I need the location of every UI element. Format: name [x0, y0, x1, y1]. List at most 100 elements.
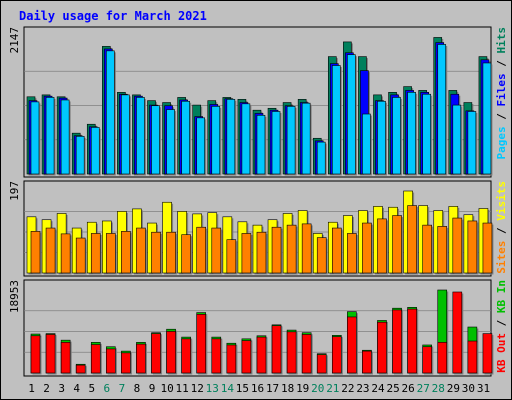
panel-1-bar	[377, 100, 386, 175]
panel-2-bar	[136, 227, 146, 274]
panel-2-bar	[286, 224, 297, 274]
day-label: 5	[88, 382, 95, 395]
chart-title: Daily usage for March 2021	[19, 9, 207, 23]
panel-3-max-label: 18953	[8, 280, 21, 313]
panel-2-bar	[482, 222, 493, 274]
panel-1-bar	[45, 97, 55, 175]
day-label: 31	[477, 382, 490, 395]
legend-separator: /	[495, 313, 508, 333]
panel-1-bar	[30, 101, 40, 175]
panel-3-bar	[362, 350, 372, 374]
panel-2-bar	[121, 231, 131, 274]
panel-3-bar	[452, 291, 463, 374]
panel-2-legend: Sites / Visits	[495, 181, 508, 274]
panel-2-bar	[241, 233, 252, 274]
panel-3-bar	[271, 325, 282, 374]
panel-1-bar	[467, 111, 477, 175]
panel-1-bar	[286, 106, 296, 175]
panel-3-bar	[45, 334, 56, 374]
day-label: 15	[236, 382, 249, 395]
day-label: 25	[386, 382, 399, 395]
panel-2-max-label: 197	[8, 181, 21, 201]
panel-3-bar	[196, 314, 207, 374]
panel-1-bar	[362, 113, 371, 175]
day-label: 22	[341, 382, 354, 395]
day-label: 12	[191, 382, 204, 395]
panel-1-bar	[437, 44, 447, 175]
day-label: 26	[402, 382, 415, 395]
panel-2-bar	[166, 231, 176, 274]
panel-1-bar	[407, 92, 416, 175]
panel-2-bar	[256, 231, 267, 274]
panel-1-bar	[452, 104, 462, 175]
day-label: 14	[221, 382, 235, 395]
panel-3-bar	[30, 335, 41, 374]
panel-1-bar	[106, 50, 115, 175]
panel-2-bar	[301, 223, 312, 274]
day-label: 13	[206, 382, 219, 395]
panel-2-bar	[45, 227, 56, 274]
panel-2-bar	[347, 233, 357, 274]
day-label: 7	[119, 382, 126, 395]
legend-separator: /	[495, 221, 508, 241]
legend-item: Hits	[495, 27, 508, 54]
day-label: 8	[134, 382, 141, 395]
panel-1-bar	[422, 93, 431, 175]
panel-1-bar	[316, 141, 326, 175]
day-label: 24	[371, 382, 385, 395]
legend-item: Visits	[495, 181, 508, 221]
panel-3-bar	[226, 344, 237, 374]
panel-1-bar	[347, 54, 356, 175]
day-label: 19	[296, 382, 309, 395]
panel-2-bar	[151, 231, 161, 274]
day-label: 6	[104, 382, 111, 395]
panel-1-bar	[60, 99, 70, 175]
panel-3-bar	[286, 331, 297, 374]
day-label: 10	[160, 382, 173, 395]
panel-1-bar	[136, 97, 145, 175]
day-label: 29	[447, 382, 460, 395]
panel-3-bar	[347, 316, 357, 374]
panel-3-bar	[407, 308, 417, 374]
panel-3-bar	[467, 340, 478, 374]
panel-1-bar	[151, 105, 160, 175]
panel-3-bar	[301, 334, 312, 374]
day-label: 21	[326, 382, 339, 395]
panel-3-bar	[211, 338, 222, 374]
panel-2-bar	[362, 222, 372, 274]
panel-1-bar	[392, 97, 401, 175]
panel-2-bar	[106, 233, 116, 274]
panel-2-bar	[271, 226, 282, 274]
legend-item: KB Out	[495, 333, 508, 373]
panel-1-bar	[166, 109, 175, 175]
panel-2-bar	[437, 226, 448, 274]
panel-3-bar	[437, 342, 448, 374]
panel-3-bar	[377, 321, 387, 374]
panel-2-bar	[226, 239, 237, 274]
day-label: 18	[281, 382, 294, 395]
day-label: 9	[149, 382, 156, 395]
legend-item: KB In	[495, 280, 508, 313]
day-label: 23	[356, 382, 369, 395]
panel-2-bar	[422, 224, 432, 274]
day-label: 28	[432, 382, 445, 395]
day-label: 20	[311, 382, 324, 395]
panel-1-bar	[75, 136, 85, 175]
panel-2-bar	[196, 226, 207, 274]
panel-3-bar	[241, 340, 252, 374]
panel-1-bar	[121, 94, 130, 175]
panel-3-bar	[482, 333, 493, 374]
panel-1-bar	[181, 100, 190, 175]
legend-item: Pages	[495, 126, 508, 159]
panel-1-bar	[256, 114, 266, 175]
panel-3-legend: KB Out / KB In	[495, 280, 508, 373]
panel-1-bar	[226, 99, 236, 175]
panel-3-bar	[331, 336, 342, 374]
panel-2-bar	[30, 231, 41, 274]
panel-3-bar	[392, 309, 402, 374]
panel-3-bar	[75, 364, 86, 374]
panel-3-bar	[136, 343, 146, 374]
